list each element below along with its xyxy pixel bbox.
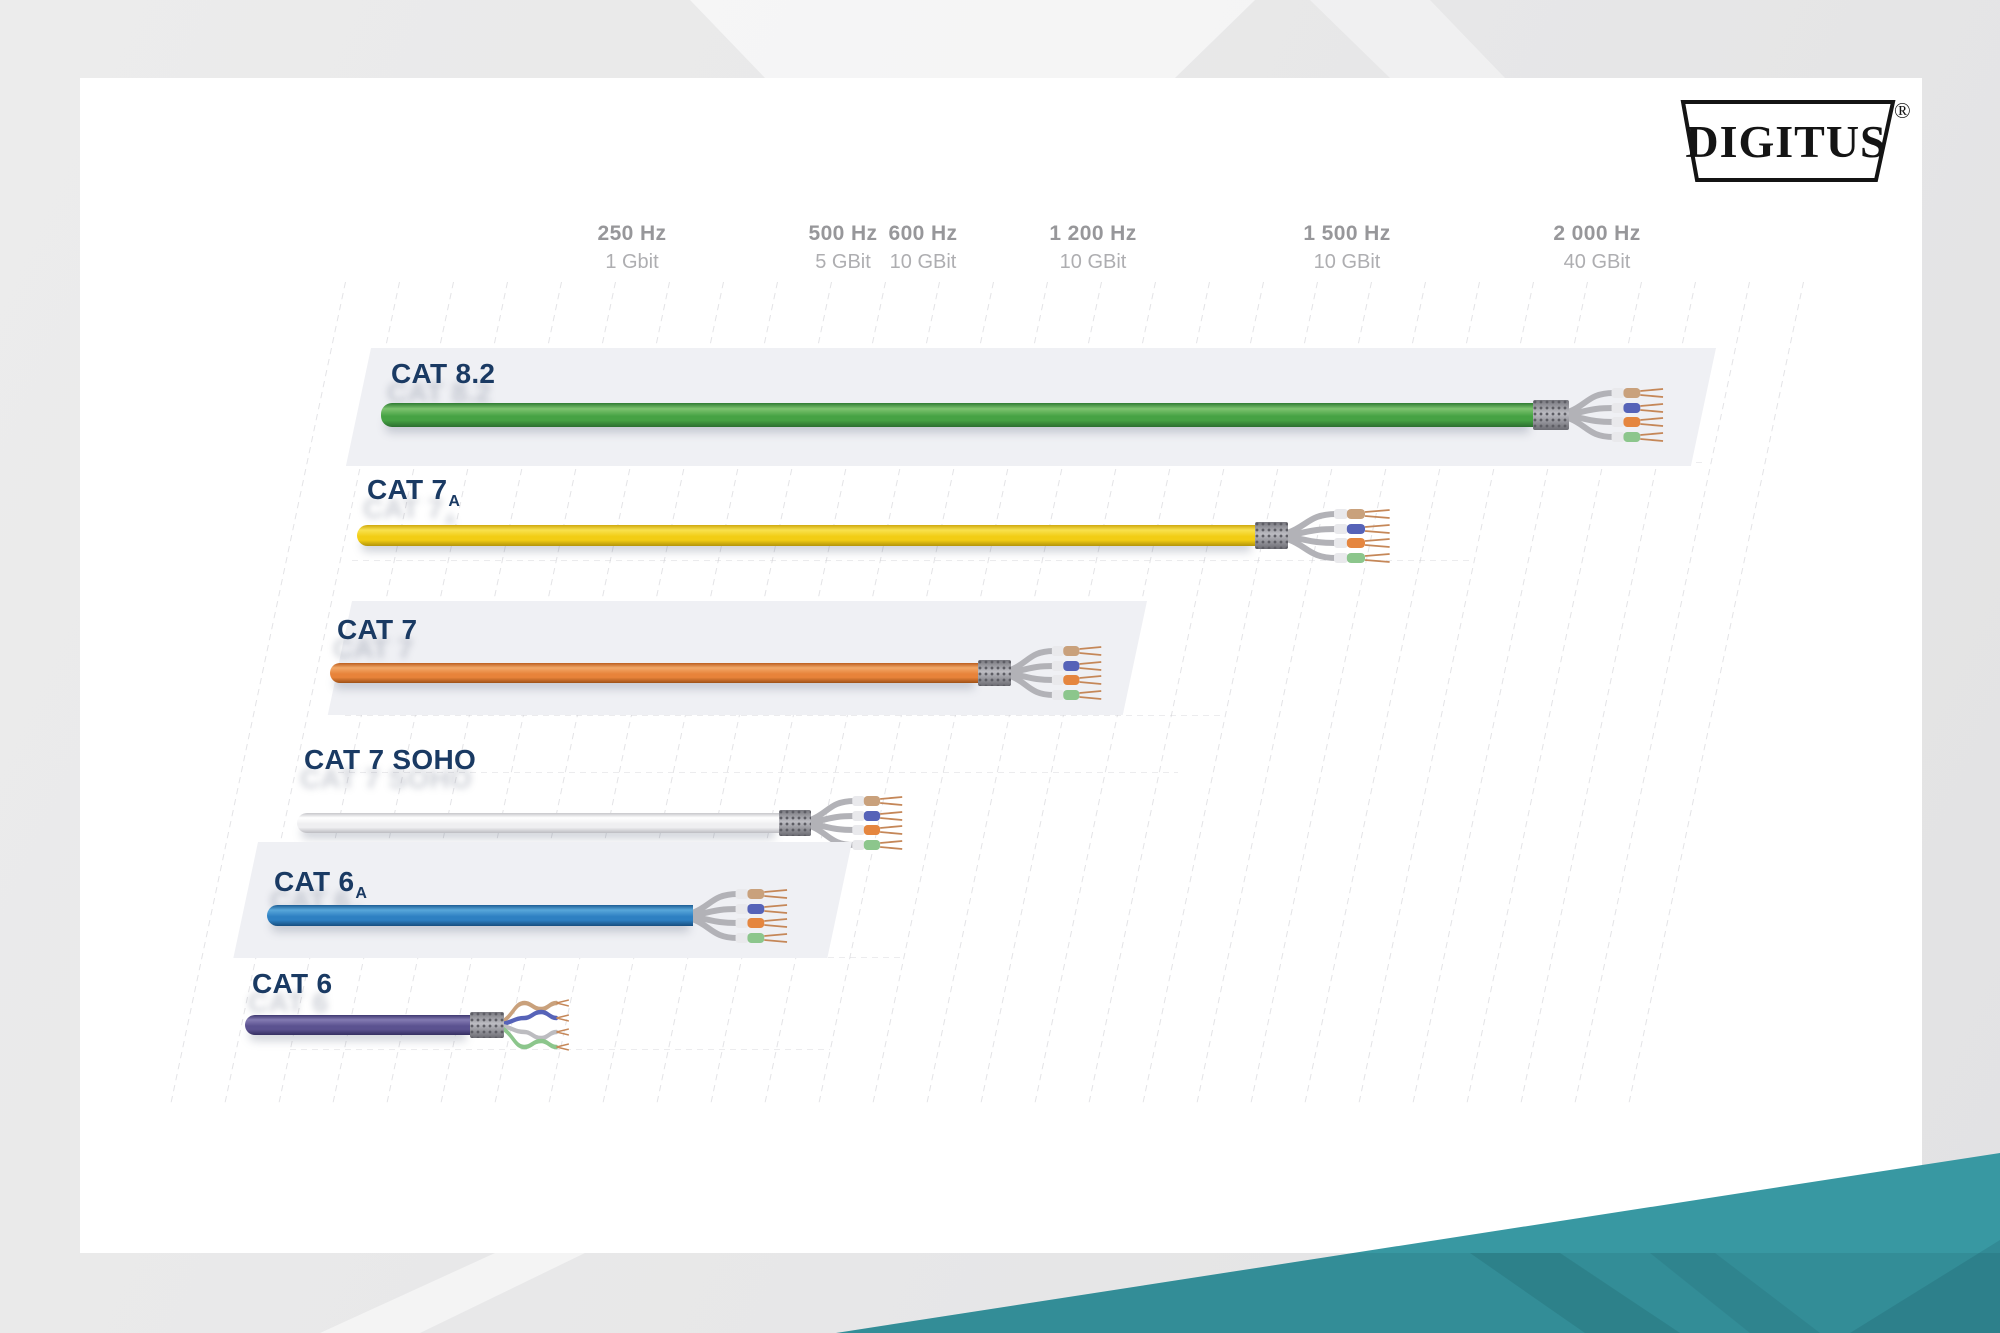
cable-wires-illustration [1566, 381, 1668, 449]
cable-bar [330, 663, 978, 683]
cable-braid-shield [1533, 400, 1569, 430]
axis-tick-frequency-label: 1 500 Hz [1303, 222, 1391, 245]
axis-tick-bandwidth-label: 10 GBit [1313, 251, 1381, 273]
cable-braid-shield [470, 1012, 504, 1038]
cable-bar [297, 813, 779, 833]
axis-tick-5: 2 000 Hz 40 GBit [1553, 222, 1640, 274]
cable-category-label: CAT 8.2 [391, 358, 495, 390]
cable-bar [357, 525, 1255, 546]
cable-wires-illustration [502, 991, 573, 1059]
cable-category-text: CAT 6 [252, 968, 333, 999]
cable-category-subscript: A [355, 885, 368, 902]
cable-category-text: CAT 7 SOHO [304, 744, 477, 775]
registered-trademark-symbol: ® [1894, 98, 1911, 123]
cable-category-text: CAT 7 [337, 614, 418, 645]
axis-tick-frequency-label: 500 Hz [808, 222, 878, 245]
axis-tick-0: 250 Hz 1 Gbit [598, 222, 667, 274]
axis-tick-3: 1 200 Hz 10 GBit [1049, 222, 1136, 274]
axis-tick-2: 600 Hz 10 GBit [889, 222, 958, 274]
cable-category-label: CAT 7 SOHO [304, 744, 476, 776]
brand-logo-text: DIGITUS [1685, 116, 1886, 167]
axis-tick-1: 500 Hz 5 GBit [809, 222, 878, 274]
cable-bar [381, 403, 1533, 427]
brand-logo-frame: DIGITUS ® [1680, 98, 1911, 182]
cable-wires-illustration [690, 882, 792, 950]
axis-tick-frequency-label: 1 200 Hz [1049, 222, 1137, 245]
cable-wires-illustration [1008, 639, 1106, 707]
brand-logo: DIGITUS ® [1680, 96, 1920, 191]
axis-tick-bandwidth-label: 40 GBit [1563, 251, 1631, 273]
axis-tick-bandwidth-label: 10 GBit [889, 251, 957, 273]
cable-category-text: CAT 7 [367, 474, 448, 505]
axis-tick-bandwidth-label: 5 GBit [815, 251, 871, 273]
axis-tick-4: 1 500 Hz 10 GBit [1303, 222, 1390, 274]
cable-category-label: CAT 7A [367, 474, 460, 511]
cable-category-label: CAT 6A [274, 866, 367, 903]
cable-category-label: CAT 6 [252, 968, 332, 1000]
axis-tick-frequency-label: 250 Hz [597, 222, 667, 245]
cable-category-text: CAT 8.2 [391, 358, 496, 389]
axis-tick-bandwidth-label: 10 GBit [1059, 251, 1127, 273]
cable-braid-shield [978, 660, 1011, 686]
cable-bar [245, 1015, 470, 1035]
cable-braid-shield [779, 810, 811, 836]
cable-wires-illustration [1284, 502, 1395, 570]
axis-tick-frequency-label: 2 000 Hz [1553, 222, 1641, 245]
axis-tick-frequency-label: 600 Hz [888, 222, 958, 245]
cable-bar [267, 905, 693, 926]
cable-category-text: CAT 6 [274, 866, 355, 897]
cable-braid-shield [1255, 522, 1288, 549]
cable-category-subscript: A [448, 493, 461, 510]
cable-category-label: CAT 7 [337, 614, 417, 646]
axis-tick-bandwidth-label: 1 Gbit [605, 251, 659, 273]
